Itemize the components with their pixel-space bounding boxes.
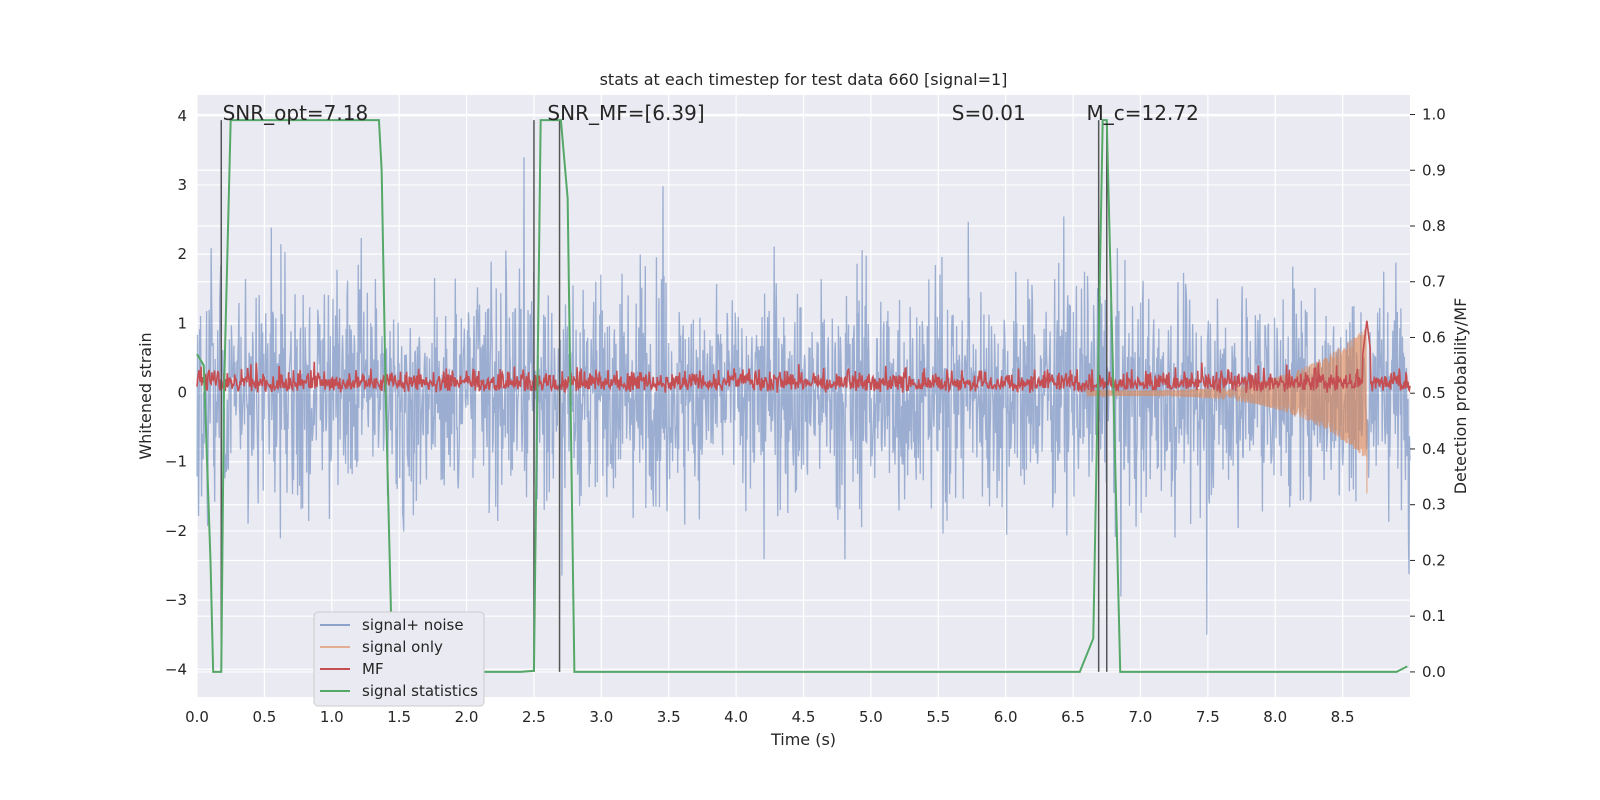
y-left-tick-label: −4 — [165, 660, 187, 678]
x-tick-label: 2.0 — [455, 708, 479, 726]
x-tick-label: 5.0 — [859, 708, 883, 726]
y-axis-right-ticks: 1.0 0.9 0.8 0.7 0.6 0.5 0.4 0.3 0.2 0.1 0.0 — [1410, 106, 1446, 681]
annotation-text-1: SNR_MF=[6.39] — [547, 101, 704, 125]
y-right-tick-label: 0.1 — [1422, 607, 1446, 625]
x-axis-label: Time (s) — [770, 730, 836, 749]
y-right-tick-label: 0.6 — [1422, 328, 1446, 346]
annotations: SNR_opt=7.18 SNR_MF=[6.39] S=0.01 M_c=12.72 — [223, 101, 1199, 125]
y-left-tick-label: −2 — [165, 522, 187, 540]
x-tick-label: 6.0 — [994, 708, 1018, 726]
y-right-tick-label: 0.9 — [1422, 161, 1446, 179]
y-right-tick-label: 0.3 — [1422, 496, 1446, 514]
y-right-tick-label: 0.2 — [1422, 551, 1446, 569]
annotation-text-3: M_c=12.72 — [1087, 101, 1199, 125]
x-tick-label: 4.0 — [724, 708, 748, 726]
y-left-tick-label: −3 — [165, 591, 187, 609]
y-left-tick-label: 2 — [177, 245, 187, 263]
annotation-text-2: S=0.01 — [952, 101, 1026, 125]
line-signal-only — [1085, 327, 1368, 494]
x-tick-label: 7.0 — [1129, 708, 1153, 726]
legend: signal+ noise signal only MF signal statist… — [313, 611, 485, 707]
y-right-tick-label: 0.4 — [1422, 440, 1446, 458]
x-tick-label: 3.5 — [657, 708, 681, 726]
x-tick-label: 0.5 — [252, 708, 276, 726]
x-tick-label: 3.0 — [589, 708, 613, 726]
legend-label: signal+ noise — [362, 616, 464, 634]
y-right-tick-label: 1.0 — [1422, 106, 1446, 124]
y-left-tick-label: −1 — [165, 453, 187, 471]
x-tick-label: 6.5 — [1061, 708, 1085, 726]
y-right-tick-label: 0.0 — [1422, 663, 1446, 681]
series-signal-statistics — [196, 119, 1408, 673]
series-mf — [196, 320, 1411, 394]
y-left-tick-label: 3 — [177, 176, 187, 194]
y-left-tick-label: 0 — [177, 384, 187, 402]
x-tick-label: 0.0 — [185, 708, 209, 726]
y-right-tick-label: 0.8 — [1422, 217, 1446, 235]
y-axis-right-label: Detection probability/MF — [1451, 298, 1470, 495]
y-left-tick-label: 4 — [177, 107, 187, 125]
line-mf — [196, 320, 1411, 394]
y-axis-left-ticks: 4 3 2 1 0 −1 −2 −3 −4 — [165, 107, 187, 679]
legend-label: signal statistics — [362, 682, 478, 700]
annotation-text-0: SNR_opt=7.18 — [223, 101, 369, 125]
y-axis-left-label: Whitened strain — [136, 332, 155, 459]
series-signal-only — [1085, 327, 1368, 494]
x-tick-label: 4.5 — [792, 708, 816, 726]
series-signal-noise — [196, 157, 1411, 635]
x-tick-label: 5.5 — [926, 708, 950, 726]
x-tick-label: 7.5 — [1196, 708, 1220, 726]
x-tick-label: 1.0 — [320, 708, 344, 726]
line-signal-noise — [196, 157, 1411, 635]
x-axis-ticks: 0.0 0.5 1.0 1.5 2.0 2.5 3.0 3.5 4.0 4.5 5.0 5.5 6.0 6… — [185, 708, 1354, 726]
x-tick-label: 1.5 — [387, 708, 411, 726]
y-right-tick-label: 0.5 — [1422, 384, 1446, 402]
x-tick-label: 8.0 — [1263, 708, 1287, 726]
legend-label: signal only — [362, 638, 443, 656]
y-left-tick-label: 1 — [177, 314, 187, 332]
x-tick-label: 8.5 — [1331, 708, 1355, 726]
line-signal-statistics — [196, 119, 1408, 673]
legend-box — [313, 611, 485, 707]
x-tick-label: 2.5 — [522, 708, 546, 726]
legend-label: MF — [362, 660, 384, 678]
y-right-tick-label: 0.7 — [1422, 273, 1446, 291]
chart-title: stats at each timestep for test data 660… — [600, 70, 1008, 89]
